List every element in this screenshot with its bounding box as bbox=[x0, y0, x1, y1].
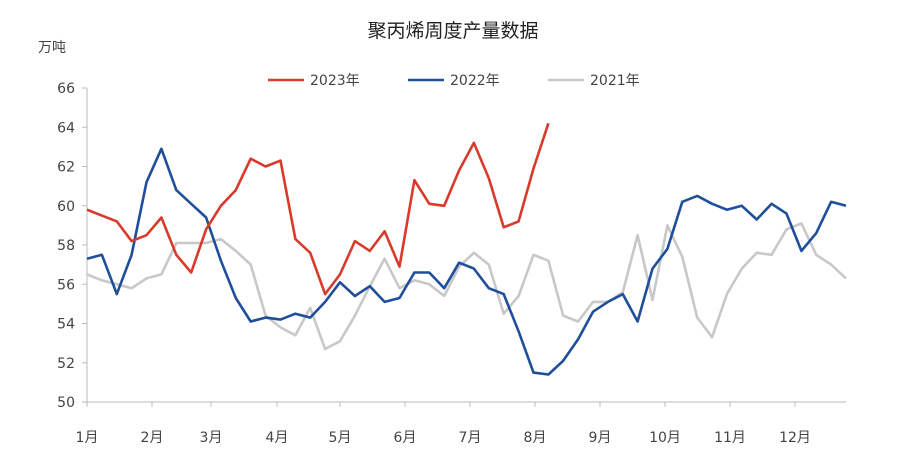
y-tick-label: 60 bbox=[57, 199, 75, 215]
x-tick-label: 12月 bbox=[779, 430, 811, 446]
x-tick-label: 9月 bbox=[589, 430, 612, 446]
legend-label: 2022年 bbox=[450, 73, 500, 89]
chart-title: 聚丙烯周度产量数据 bbox=[367, 20, 538, 42]
x-tick-label: 6月 bbox=[394, 430, 417, 446]
x-tick-label: 5月 bbox=[329, 430, 352, 446]
x-tick-label: 3月 bbox=[200, 430, 223, 446]
y-tick-label: 64 bbox=[57, 120, 75, 136]
x-tick-label: 10月 bbox=[649, 430, 681, 446]
y-tick-label: 62 bbox=[57, 160, 75, 176]
series-line-2023年 bbox=[86, 122, 550, 296]
x-tick-label: 1月 bbox=[76, 430, 99, 446]
axes: 50 52 54 56 58 60 62 64 66 1月 2月 3月 4月 5月 6月 7月 8月 9月 10月 1… bbox=[57, 81, 846, 446]
x-tick-label: 11月 bbox=[714, 430, 746, 446]
series-lines bbox=[86, 122, 847, 376]
y-tick-label: 52 bbox=[57, 356, 75, 372]
x-tick-label: 4月 bbox=[266, 430, 289, 446]
y-axis-unit-label: 万吨 bbox=[38, 40, 66, 56]
y-tick-label: 58 bbox=[57, 238, 75, 254]
legend-label: 2021年 bbox=[590, 73, 640, 89]
y-tick-label: 50 bbox=[57, 395, 75, 411]
y-tick-label: 56 bbox=[57, 277, 75, 293]
x-tick-label: 7月 bbox=[459, 430, 482, 446]
legend-label: 2023年 bbox=[310, 73, 360, 89]
x-tick-label: 8月 bbox=[524, 430, 547, 446]
y-tick-label: 66 bbox=[57, 81, 75, 97]
y-tick-label: 54 bbox=[57, 317, 75, 333]
series-line-2022年 bbox=[86, 147, 847, 376]
legend: 2023年 2022年 2021年 bbox=[268, 73, 640, 89]
x-tick-label: 2月 bbox=[141, 430, 164, 446]
